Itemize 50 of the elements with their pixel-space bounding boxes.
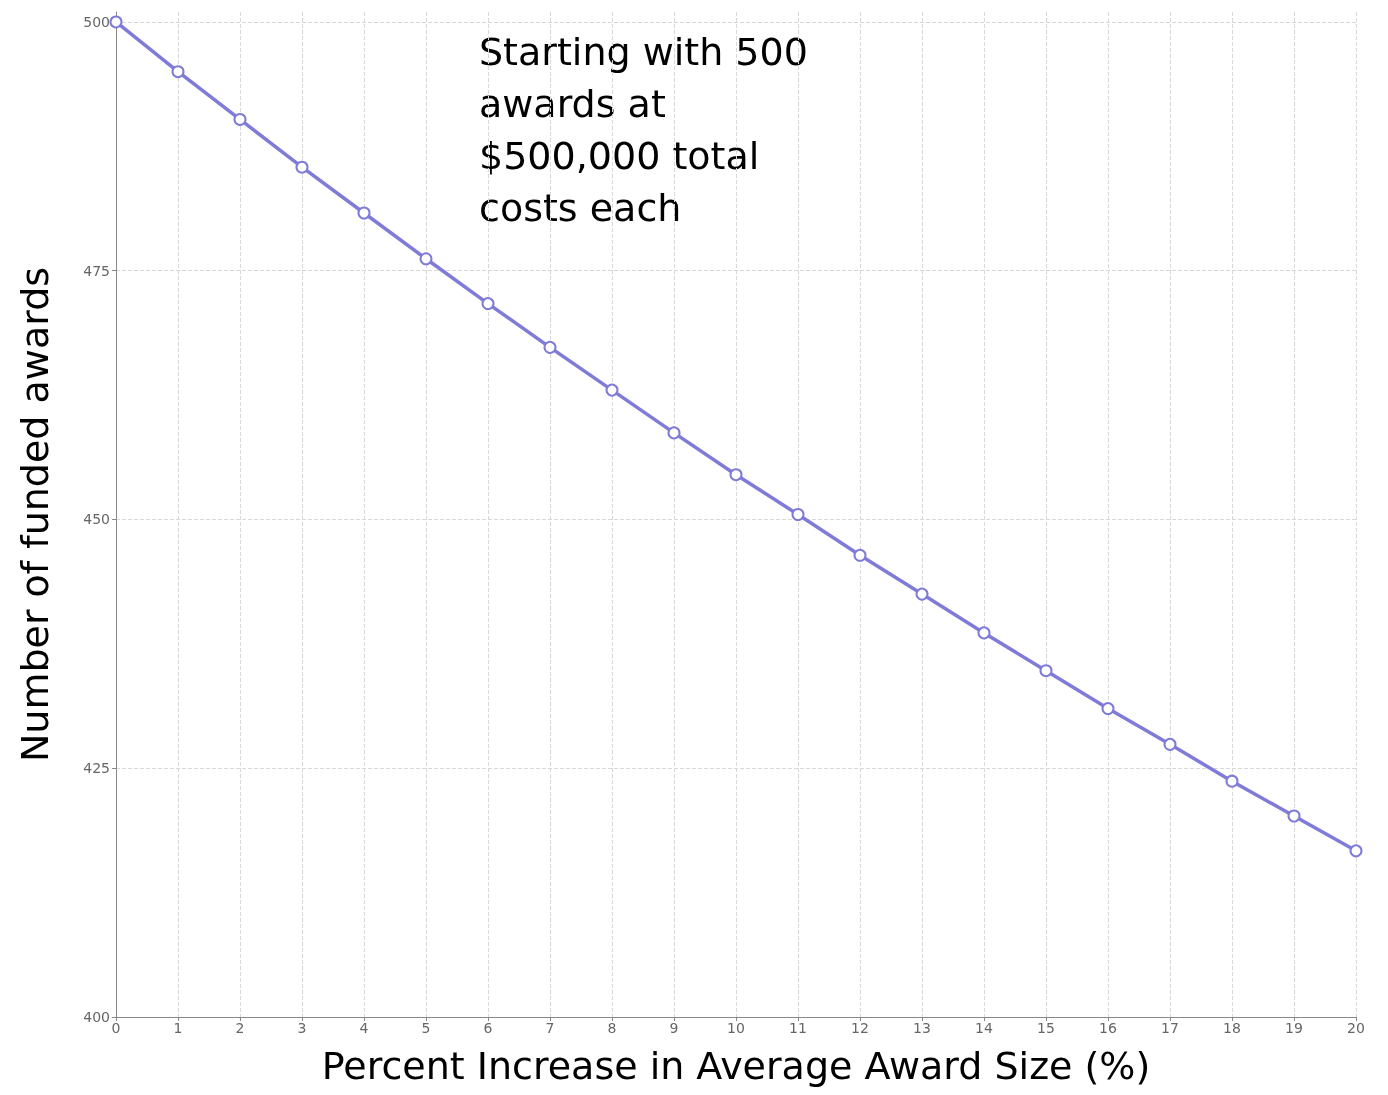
point xyxy=(729,468,743,482)
x-tick-label: 11 xyxy=(789,1020,807,1036)
x-tick-label: 0 xyxy=(111,1020,121,1036)
point xyxy=(1287,809,1301,823)
y-tick-label: 500 xyxy=(83,13,110,30)
x-tick-label: 17 xyxy=(1161,1020,1179,1036)
point xyxy=(1039,664,1053,678)
x-tick-label: 13 xyxy=(913,1020,931,1036)
point xyxy=(853,548,867,562)
x-tick-label: 1 xyxy=(173,1020,183,1036)
point xyxy=(233,112,247,126)
point xyxy=(1101,702,1115,716)
point xyxy=(419,252,433,266)
point xyxy=(295,160,309,174)
x-tick-label: 10 xyxy=(727,1020,745,1036)
x-tick-label: 7 xyxy=(545,1020,555,1036)
point xyxy=(1163,737,1177,751)
x-tick-label: 16 xyxy=(1099,1020,1117,1036)
x-tick-label: 20 xyxy=(1347,1020,1365,1036)
x-tick-label: 18 xyxy=(1223,1020,1241,1036)
x-tick-label: 5 xyxy=(421,1020,431,1036)
x-tick-label: 12 xyxy=(851,1020,869,1036)
point xyxy=(667,426,681,440)
point xyxy=(791,508,805,521)
x-tick-label: 3 xyxy=(297,1020,307,1036)
point xyxy=(357,206,371,220)
point xyxy=(481,297,495,311)
y-axis-title: Number of funded awards xyxy=(13,266,57,763)
x-tick-label: 8 xyxy=(607,1020,617,1036)
point xyxy=(605,383,619,397)
annotation: Starting with 500 awards at $500,000 total costs each xyxy=(479,30,808,230)
point xyxy=(977,626,991,640)
x-tick-label: 9 xyxy=(669,1020,679,1036)
y-tick-label: 425 xyxy=(83,760,110,777)
y-tick-label: 450 xyxy=(83,511,110,528)
y-tick-label: 400 xyxy=(83,1009,110,1025)
point xyxy=(543,340,557,354)
point xyxy=(1225,774,1239,788)
x-tick-label: 14 xyxy=(975,1020,993,1036)
point xyxy=(915,587,929,601)
x-tick-label: 4 xyxy=(359,1020,369,1036)
point xyxy=(1349,844,1363,858)
x-tick-label: 2 xyxy=(235,1020,245,1036)
x-tick-label: 15 xyxy=(1037,1020,1055,1036)
x-tick-label: 19 xyxy=(1285,1020,1303,1036)
y-tick-label: 475 xyxy=(83,262,110,279)
x-tick-label: 6 xyxy=(483,1020,493,1036)
point xyxy=(171,65,185,79)
point xyxy=(109,15,123,29)
x-axis-title: Percent Increase in Average Award Size (%) xyxy=(321,1044,1151,1088)
